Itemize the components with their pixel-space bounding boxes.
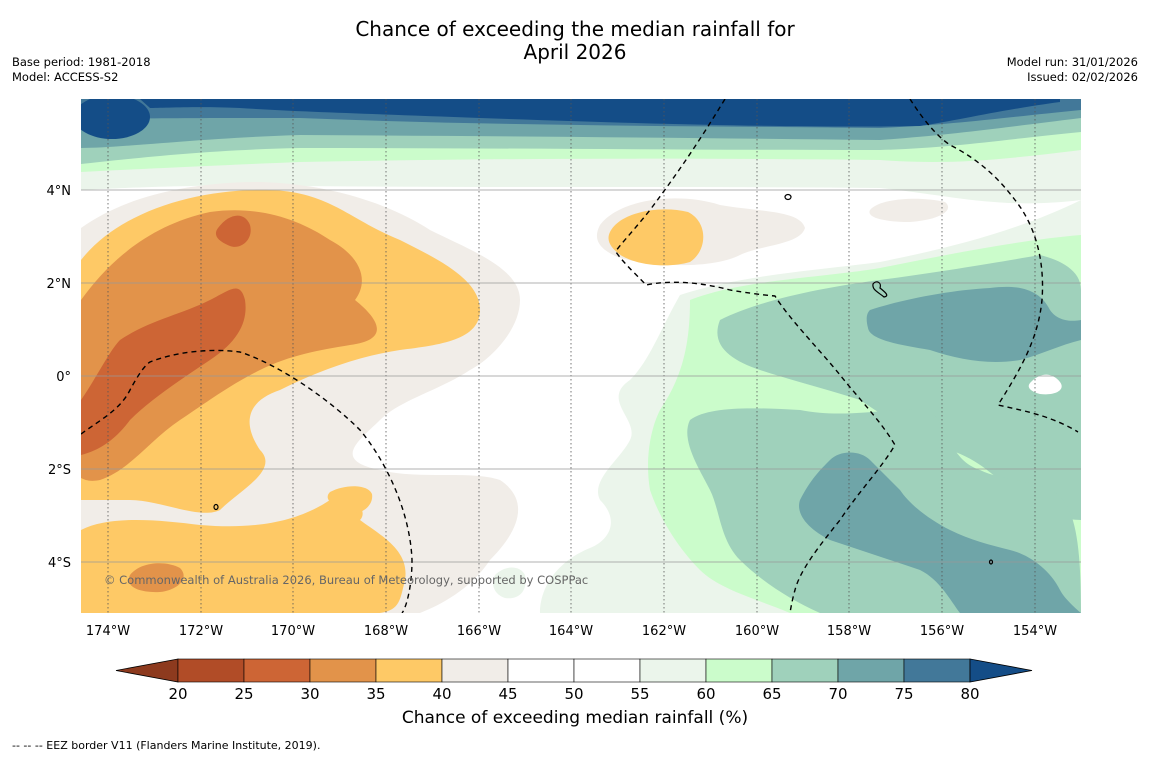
eez-borders bbox=[81, 99, 1079, 613]
issued-text: Issued: 02/02/2026 bbox=[1027, 70, 1138, 84]
colorbar-segment bbox=[441, 658, 509, 683]
map-title: Chance of exceeding the median rainfall … bbox=[0, 18, 1150, 64]
band-40-45-east bbox=[869, 198, 949, 222]
band-35-40-centre bbox=[327, 486, 373, 513]
band-30-35-southwest bbox=[128, 563, 184, 593]
band-25-30-west-small bbox=[215, 215, 251, 247]
band-70-75-east bbox=[866, 286, 1081, 362]
lon-label-168W: 168°W bbox=[364, 624, 408, 639]
meta-left: Base period: 1981-2018 Model: ACCESS-S2 bbox=[12, 55, 151, 85]
lat-label-4S: 4°S bbox=[48, 556, 71, 571]
colorbar-segment bbox=[375, 658, 443, 683]
band-35-40-centre-blob bbox=[608, 209, 704, 266]
lon-label-170W: 170°W bbox=[271, 624, 315, 639]
colorbar-tick-label: 75 bbox=[894, 685, 913, 703]
band-70-75-southeast bbox=[799, 452, 1081, 613]
colorbar-segment bbox=[177, 658, 245, 683]
colorbar-tick-label: 40 bbox=[432, 685, 451, 703]
colorbar-tick-label: 35 bbox=[366, 685, 385, 703]
colorbar-segment bbox=[639, 658, 707, 683]
eez-border-west bbox=[81, 349, 413, 613]
lon-label-172W: 172°W bbox=[179, 624, 223, 639]
colorbar-tick-label: 20 bbox=[168, 685, 187, 703]
colorbar-tick-label: 65 bbox=[762, 685, 781, 703]
band-80-north-west-blob bbox=[81, 99, 150, 139]
colorbar-segment bbox=[705, 658, 773, 683]
islands bbox=[213, 193, 994, 565]
grid-lines bbox=[107, 99, 1036, 613]
lat-label-2S: 2°S bbox=[48, 463, 71, 478]
eez-border-central bbox=[615, 99, 896, 613]
colorbar-extend-high bbox=[969, 658, 1033, 683]
island-marker bbox=[213, 503, 219, 511]
colorbar-segment bbox=[903, 658, 971, 683]
lon-label-160W: 160°W bbox=[735, 624, 779, 639]
colorbar-segment bbox=[507, 658, 575, 683]
colorbar: 20 25 30 35 40 45 50 55 60 65 70 75 80 bbox=[115, 658, 1033, 703]
lat-label-2N: 2°N bbox=[47, 277, 72, 292]
colorbar-segment bbox=[771, 658, 839, 683]
lon-label-166W: 166°W bbox=[457, 624, 501, 639]
island-marker bbox=[784, 193, 792, 201]
rainfall-field bbox=[81, 99, 1081, 613]
colorbar-tick-label: 50 bbox=[564, 685, 583, 703]
colorbar-tick-label: 60 bbox=[696, 685, 715, 703]
band-25-30-west bbox=[81, 288, 246, 455]
meta-right: Model run: 31/01/2026 Issued: 02/02/2026 bbox=[1007, 55, 1138, 85]
lon-label-162W: 162°W bbox=[642, 624, 686, 639]
colorbar-segment bbox=[243, 658, 311, 683]
colorbar-title: Chance of exceeding median rainfall (%) bbox=[401, 708, 749, 728]
colorbar-extend-low bbox=[115, 658, 179, 683]
band-30-35-west bbox=[81, 210, 377, 481]
copyright-text: © Commonwealth of Australia 2026, Bureau… bbox=[104, 573, 588, 587]
lon-label-174W: 174°W bbox=[86, 624, 130, 639]
colorbar-tick-label: 55 bbox=[630, 685, 649, 703]
axis-labels: 174°W 172°W 170°W 168°W 166°W 164°W 162°… bbox=[47, 184, 1058, 639]
band-80-north bbox=[140, 99, 1060, 127]
lat-label-4N: 4°N bbox=[47, 184, 72, 199]
colorbar-tick-label: 45 bbox=[498, 685, 517, 703]
colorbar-tick-label: 80 bbox=[960, 685, 979, 703]
lat-label-0: 0° bbox=[56, 370, 71, 385]
model-text: Model: ACCESS-S2 bbox=[12, 70, 119, 84]
title-line-1: Chance of exceeding the median rainfall … bbox=[355, 17, 795, 41]
colorbar-tick-label: 30 bbox=[300, 685, 319, 703]
colorbar-tick-label: 70 bbox=[828, 685, 847, 703]
colorbar-segment bbox=[573, 658, 641, 683]
colorbar-segment bbox=[309, 658, 377, 683]
colorbar-segment bbox=[837, 658, 905, 683]
lon-label-156W: 156°W bbox=[920, 624, 964, 639]
lat-lines bbox=[81, 189, 1081, 563]
lon-label-154W: 154°W bbox=[1013, 624, 1057, 639]
band-55-60-west-patch bbox=[493, 567, 526, 599]
island-marker bbox=[872, 281, 888, 298]
base-period-text: Base period: 1981-2018 bbox=[12, 55, 151, 69]
band-55-60-east-hole bbox=[1028, 374, 1062, 395]
island-marker bbox=[988, 559, 994, 565]
colorbar-tick-label: 25 bbox=[234, 685, 253, 703]
model-run-text: Model run: 31/01/2026 bbox=[1006, 55, 1138, 69]
lon-label-164W: 164°W bbox=[549, 624, 593, 639]
eez-border-east bbox=[909, 99, 1079, 433]
lon-label-158W: 158°W bbox=[827, 624, 871, 639]
title-line-2: April 2026 bbox=[523, 40, 627, 64]
eez-footer-note: -- -- -- EEZ border V11 (Flanders Marine… bbox=[12, 739, 321, 752]
